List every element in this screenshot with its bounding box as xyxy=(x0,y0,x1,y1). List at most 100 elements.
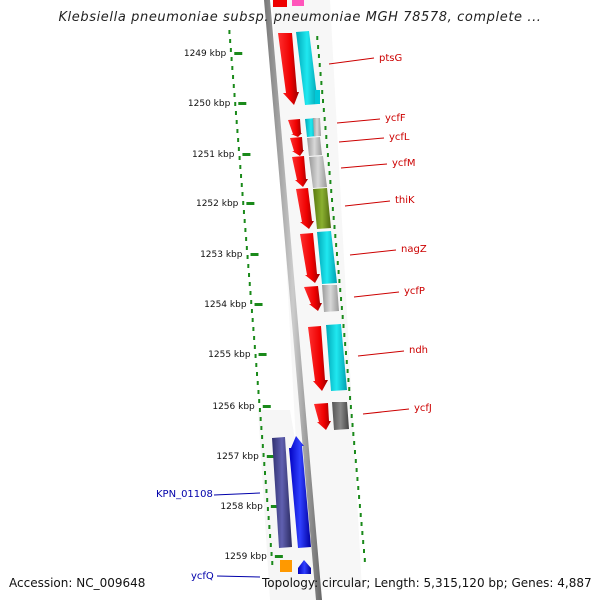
scale-dot xyxy=(354,459,357,463)
scale-dot xyxy=(356,477,359,481)
scale-dot xyxy=(347,378,350,382)
scale-dot xyxy=(322,108,325,112)
kbp-tick-mark xyxy=(238,102,247,105)
gene-arrow-nagZ xyxy=(300,233,320,283)
scale-dot xyxy=(340,306,343,310)
gene-label-ycfQ[interactable]: ycfQ xyxy=(191,571,214,582)
gene-label-ycfM[interactable]: ycfM xyxy=(392,158,416,169)
scale-dot xyxy=(243,219,246,223)
scale-dot xyxy=(323,117,326,121)
scale-dot xyxy=(343,333,346,337)
gene-label-ycfL[interactable]: ycfL xyxy=(389,132,410,143)
gene-label-nagZ[interactable]: nagZ xyxy=(401,244,427,255)
scale-dot xyxy=(317,54,320,58)
leader-ptsG xyxy=(328,57,375,65)
gene-label-ndh[interactable]: ndh xyxy=(409,345,428,356)
scale-dot xyxy=(228,30,231,34)
scale-dot xyxy=(257,390,260,394)
scale-dot xyxy=(358,504,361,508)
gene-label-ycfJ[interactable]: ycfJ xyxy=(414,403,432,414)
scale-dot xyxy=(269,543,272,547)
scale-dot xyxy=(362,540,365,544)
scale-dot xyxy=(244,228,247,232)
leader-ycfJ xyxy=(362,408,410,415)
leader-ndh xyxy=(357,350,405,357)
scale-dot xyxy=(236,129,239,133)
scale-dot xyxy=(267,516,270,520)
kbp-label: 1258 kbp xyxy=(220,502,263,512)
scale-dot xyxy=(265,489,268,493)
scale-dot xyxy=(360,522,363,526)
scale-dot xyxy=(252,327,255,331)
kbp-tick-mark xyxy=(266,455,275,458)
cog-bar-ycfF-gray xyxy=(313,118,321,136)
scale-dot xyxy=(351,423,354,427)
scale-dot xyxy=(242,210,245,214)
scale-dots-right xyxy=(316,36,366,562)
scale-dot xyxy=(246,255,249,259)
scale-dot xyxy=(230,57,233,61)
cog-bar-ycfM xyxy=(309,156,327,188)
scale-dot xyxy=(361,531,364,535)
scale-dot xyxy=(334,234,337,238)
scale-dot xyxy=(266,498,269,502)
scale-dot xyxy=(234,111,237,115)
gene-label-KPN_01108[interactable]: KPN_01108 xyxy=(156,489,213,500)
scale-dot xyxy=(362,549,365,553)
kbp-label: 1253 kbp xyxy=(200,250,243,260)
kbp-label: 1252 kbp xyxy=(196,199,239,209)
kbp-tick-mark xyxy=(274,555,283,558)
scale-dot xyxy=(335,252,338,256)
scale-dot xyxy=(241,192,244,196)
scale-dot xyxy=(355,468,358,472)
kbp-label: 1250 kbp xyxy=(188,99,231,109)
scale-dot xyxy=(325,135,328,139)
scale-dot xyxy=(239,165,242,169)
scale-dot xyxy=(266,507,269,511)
gene-arrow-ycfF xyxy=(288,119,302,137)
leader-KPN_01108 xyxy=(213,492,261,496)
leader-thiK xyxy=(344,200,391,207)
scale-dot xyxy=(338,279,341,283)
gene-label-thiK[interactable]: thiK xyxy=(395,195,415,206)
scale-dot xyxy=(327,162,330,166)
gene-arrow-KPN_01108 xyxy=(289,436,311,548)
leader-ycfF xyxy=(336,118,381,124)
leader-nagZ xyxy=(349,249,397,256)
scale-dot xyxy=(322,99,325,103)
kbp-label: 1259 kbp xyxy=(224,552,267,562)
scale-dot xyxy=(329,180,332,184)
scale-dot xyxy=(271,561,274,565)
scale-dot xyxy=(234,102,237,106)
genome-backbone xyxy=(264,0,322,600)
scale-dot xyxy=(233,93,236,97)
cog-bar-thiK xyxy=(313,188,331,229)
scale-dot xyxy=(261,435,264,439)
scale-dot xyxy=(248,282,251,286)
scale-dot xyxy=(331,198,334,202)
gene-label-ycfF[interactable]: ycfF xyxy=(385,113,406,124)
scale-dot xyxy=(229,39,232,43)
scale-dot xyxy=(357,486,360,490)
scale-dot xyxy=(363,558,366,562)
cog-bar-ycfJ xyxy=(332,402,349,430)
kbp-label: 1249 kbp xyxy=(184,49,227,59)
gene-label-ptsG[interactable]: ptsG xyxy=(379,53,402,64)
scale-dot xyxy=(328,171,331,175)
scale-dot xyxy=(332,216,335,220)
scale-dot xyxy=(352,432,355,436)
scale-dot xyxy=(261,444,264,448)
kbp-tick-mark xyxy=(250,253,259,256)
gene-label-ycfP[interactable]: ycfP xyxy=(404,286,425,297)
scale-dot xyxy=(237,138,240,142)
scale-dot xyxy=(340,297,343,301)
kbp-label: 1257 kbp xyxy=(216,452,259,462)
scale-dot xyxy=(238,156,241,160)
scale-dot xyxy=(358,495,361,499)
gene-arrow-thiK xyxy=(296,188,314,229)
scale-dot xyxy=(256,381,259,385)
scale-dot xyxy=(259,417,262,421)
scale-dot xyxy=(339,288,342,292)
cog-bar-ndh xyxy=(326,324,347,391)
